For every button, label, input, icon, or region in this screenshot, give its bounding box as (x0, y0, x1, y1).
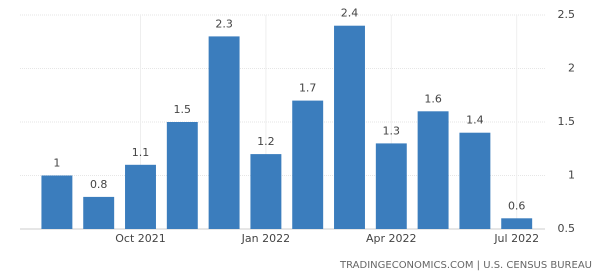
x-tick-label: Oct 2021 (115, 232, 166, 245)
bar (125, 164, 156, 229)
bar (375, 143, 407, 229)
value-label: 1 (53, 157, 60, 170)
bar (166, 122, 198, 229)
value-label: 1.5 (174, 103, 192, 116)
value-label: 1.2 (257, 135, 275, 148)
value-label: 1.4 (466, 114, 484, 127)
value-label: 0.8 (90, 178, 108, 191)
bar (292, 100, 324, 229)
value-label: 1.6 (424, 92, 442, 105)
y-tick-label: 2 (568, 62, 575, 75)
bar (208, 36, 240, 230)
bar (83, 196, 115, 229)
value-label: 2.4 (341, 7, 359, 20)
bar (417, 111, 449, 229)
x-tick-label: Jul 2022 (493, 232, 539, 245)
y-tick-label: 1 (568, 169, 575, 182)
bar (250, 154, 282, 229)
value-label: 2.3 (215, 17, 233, 30)
y-tick-label: 0.5 (558, 222, 576, 235)
bar (41, 175, 73, 229)
x-tick-label: Jan 2022 (241, 232, 290, 245)
value-label: 1.1 (132, 146, 150, 159)
value-label: 0.6 (508, 199, 526, 212)
y-tick-label: 1.5 (558, 115, 576, 128)
bar (501, 218, 533, 229)
value-label: 1.7 (299, 82, 317, 95)
bar (459, 132, 491, 229)
bar (334, 25, 365, 230)
source: TRADINGECONOMICS.COM | U.S. CENSUS BUREA… (339, 260, 592, 271)
value-label: 1.3 (383, 124, 401, 137)
x-tick-label: Apr 2022 (366, 232, 417, 245)
y-tick-label: 2.5 (558, 8, 576, 21)
